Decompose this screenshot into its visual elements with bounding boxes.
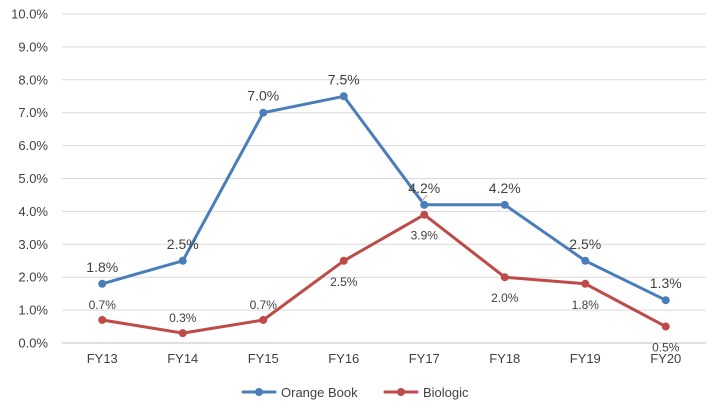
x-tick-label: FY16 (328, 351, 359, 366)
y-tick-label: 1.0% (18, 303, 48, 318)
x-tick-label: FY19 (570, 351, 601, 366)
y-tick-label: 2.0% (18, 270, 48, 285)
data-point (500, 273, 509, 282)
data-point (259, 108, 268, 117)
data-point (339, 92, 348, 101)
data-label: 2.5% (330, 275, 358, 289)
data-label: 1.3% (650, 275, 682, 291)
data-point (259, 315, 268, 324)
legend-label: Biologic (423, 385, 469, 400)
data-label: 4.2% (489, 180, 521, 196)
x-tick-label: FY15 (248, 351, 279, 366)
data-point (98, 315, 107, 324)
data-label: 0.5% (652, 341, 680, 355)
data-label: 0.7% (89, 298, 117, 312)
data-label: 1.8% (86, 259, 118, 275)
legend-label: Orange Book (281, 385, 358, 400)
y-tick-label: 6.0% (18, 138, 48, 153)
x-tick-label: FY18 (489, 351, 520, 366)
y-tick-label: 4.0% (18, 204, 48, 219)
series-line-0 (100, 94, 668, 302)
data-point (339, 256, 348, 265)
legend-marker (255, 388, 263, 396)
y-tick-label: 7.0% (18, 105, 48, 120)
data-label: 0.7% (250, 298, 278, 312)
y-tick-label: 3.0% (18, 237, 48, 252)
leader-line (420, 194, 428, 203)
x-tick-label: FY20 (650, 351, 681, 366)
y-tick-label: 10.0% (11, 7, 48, 22)
data-label: 7.5% (328, 71, 360, 87)
data-label: 3.9% (411, 229, 439, 243)
y-tick-label: 0.0% (18, 336, 48, 351)
data-label: 2.5% (167, 236, 199, 252)
x-tick-label: FY14 (167, 351, 198, 366)
x-tick-label: FY13 (87, 351, 118, 366)
data-label: 2.0% (491, 291, 519, 305)
x-tick-label: FY17 (409, 351, 440, 366)
series-line-1 (100, 213, 668, 335)
data-label: 0.3% (169, 311, 197, 325)
data-point (178, 256, 187, 265)
y-tick-label: 9.0% (18, 39, 48, 54)
data-point (98, 279, 107, 288)
data-point (581, 256, 590, 265)
y-tick-label: 8.0% (18, 72, 48, 87)
data-label: 2.5% (569, 236, 601, 252)
legend-marker (397, 388, 405, 396)
data-point (581, 279, 590, 288)
data-point (420, 210, 429, 219)
data-point (661, 296, 670, 305)
data-point (420, 200, 429, 209)
data-label: 7.0% (247, 88, 279, 104)
data-point (500, 200, 509, 209)
y-tick-label: 5.0% (18, 171, 48, 186)
data-label: 4.2% (408, 180, 440, 196)
data-point (661, 322, 670, 331)
data-label: 1.8% (572, 298, 600, 312)
data-point (178, 329, 187, 338)
